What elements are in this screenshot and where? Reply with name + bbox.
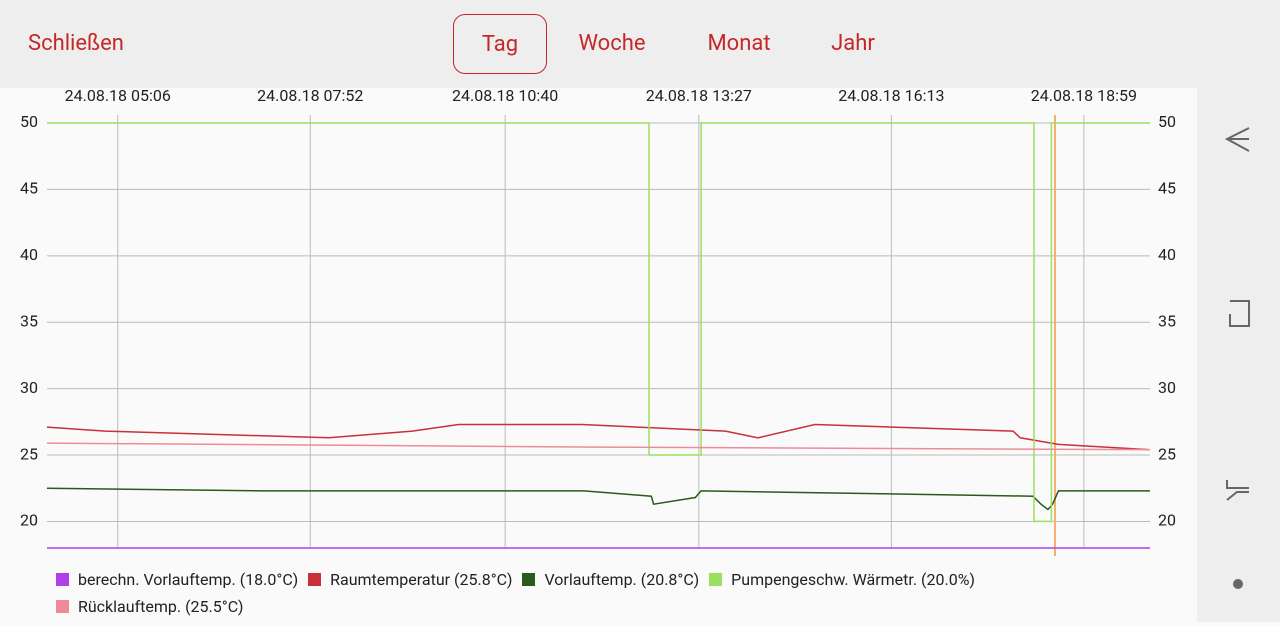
legend-item: Vorlauftemp. (20.8°C) — [522, 566, 699, 593]
toolbar: Schließen Tag Woche Monat Jahr — [0, 0, 1197, 88]
legend-item: Rücklauftemp. (25.5°C) — [56, 593, 244, 620]
legend-label: Pumpengeschw. Wärmetr. (20.0%) — [731, 570, 975, 589]
legend-item: Raumtemperatur (25.8°C) — [308, 566, 512, 593]
y2-tick-label: 50 — [1158, 112, 1176, 131]
plot-area — [47, 115, 1150, 548]
x-tick-label: 24.08.18 13:27 — [646, 88, 752, 105]
back-button[interactable] — [1224, 127, 1250, 152]
y-tick-label: 35 — [20, 311, 38, 330]
x-tick-label: 24.08.18 18:59 — [1031, 88, 1137, 105]
legend-label: Raumtemperatur (25.8°C) — [330, 570, 513, 589]
home-button[interactable] — [1229, 300, 1250, 327]
tab[interactable]: Tag — [453, 14, 547, 74]
x-tick-label: 24.08.18 07:52 — [257, 88, 363, 105]
tab[interactable]: Monat — [707, 31, 771, 56]
legend-label: Vorlauftemp. (20.8°C) — [544, 570, 700, 589]
y-tick-label: 40 — [20, 245, 38, 264]
x-tick-label: 24.08.18 16:13 — [838, 88, 944, 105]
y2-tick-label: 25 — [1158, 444, 1176, 463]
series-line — [46, 442, 1151, 451]
y2-tick-label: 30 — [1158, 378, 1176, 397]
legend-swatch — [522, 573, 536, 586]
y2-tick-label: 40 — [1158, 245, 1176, 264]
tab[interactable]: Woche — [578, 31, 646, 56]
recents-button[interactable] — [1226, 480, 1249, 501]
x-tick-label: 24.08.18 05:06 — [65, 88, 171, 105]
y2-tick-label: 45 — [1158, 179, 1176, 198]
legend-label: berechn. Vorlauftemp. (18.0°C) — [78, 570, 299, 589]
y-tick-label: 45 — [20, 179, 38, 198]
series-line — [46, 423, 1151, 451]
x-tick-label: 24.08.18 10:40 — [452, 88, 558, 105]
y-tick-label: 50 — [20, 112, 38, 131]
y-tick-label: 25 — [20, 444, 38, 463]
y2-tick-label: 20 — [1158, 511, 1176, 530]
legend-swatch — [56, 600, 69, 613]
series-line — [46, 487, 1150, 511]
tab[interactable]: Jahr — [831, 31, 875, 56]
legend-swatch — [56, 573, 69, 586]
legend-label: Rücklauftemp. (25.5°C) — [78, 597, 244, 616]
y-tick-label: 20 — [20, 511, 38, 530]
y2-tick-label: 35 — [1158, 311, 1176, 330]
close-button[interactable]: Schließen — [28, 31, 124, 56]
legend-item: berechn. Vorlauftemp. (18.0°C) — [56, 566, 298, 593]
legend-swatch — [308, 573, 322, 586]
assist-dot[interactable] — [1233, 579, 1243, 589]
series-line — [47, 122, 1150, 523]
nav-bar — [1197, 0, 1280, 622]
chart: 20 20 25 25 30 30 35 35 40 40 45 45 50 50 24.08.18 05:… — [20, 88, 1176, 556]
legend: berechn. Vorlauftemp. (18.0°C) Raumtemper… — [56, 566, 1056, 620]
nav-icons — [1224, 127, 1250, 589]
legend-swatch — [709, 573, 723, 586]
legend-item: Pumpengeschw. Wärmetr. (20.0%) — [709, 566, 975, 593]
y-tick-label: 30 — [20, 378, 38, 397]
